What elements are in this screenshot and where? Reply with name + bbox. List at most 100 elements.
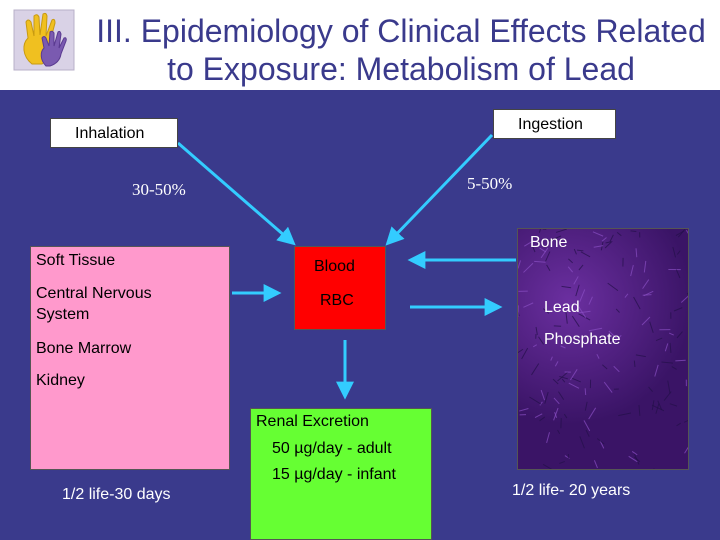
soft-tissue-box bbox=[30, 246, 230, 470]
bone-texture-fiber bbox=[532, 344, 538, 348]
bone-texture-fiber bbox=[676, 250, 681, 255]
inhalation-box: Inhalation bbox=[50, 118, 178, 148]
bone-texture-fiber bbox=[614, 335, 622, 343]
bone-texture-fiber bbox=[521, 347, 529, 360]
bone-texture-fiber bbox=[557, 371, 569, 382]
title-line-1: III. Epidemiology of Clinical Effects Re… bbox=[96, 13, 706, 49]
bone-texture-fiber bbox=[571, 315, 580, 327]
bone-texture-fiber bbox=[667, 380, 671, 394]
bone-texture-fiber bbox=[654, 364, 659, 377]
inhalation-absorption: 30-50% bbox=[132, 180, 186, 199]
soft-tissue-item-kidney: Kidney bbox=[36, 372, 85, 389]
title-line-2: to Exposure: Metabolism of Lead bbox=[167, 51, 635, 87]
bone-texture-fiber bbox=[563, 413, 568, 419]
bone-texture bbox=[518, 229, 688, 469]
bone-texture-fiber bbox=[593, 460, 598, 469]
bone-texture-fiber bbox=[578, 310, 591, 314]
bone-texture-fiber bbox=[680, 295, 688, 303]
bone-texture-fiber bbox=[643, 260, 647, 273]
bone-texture-fiber bbox=[588, 327, 603, 332]
bone-texture-fiber bbox=[539, 416, 546, 422]
bone-texture-fiber bbox=[531, 245, 536, 253]
bone-texture-fiber bbox=[657, 400, 663, 411]
bone-texture-fiber bbox=[675, 269, 681, 279]
bone-texture-fiber bbox=[641, 316, 651, 326]
bone-texture-fiber bbox=[633, 453, 640, 465]
bone-texture-fiber bbox=[664, 343, 669, 352]
bone-item-phosphate: Phosphate bbox=[544, 331, 621, 348]
bone-texture-fiber bbox=[555, 229, 567, 233]
bone-texture-fiber bbox=[573, 276, 579, 285]
bone-texture-fiber bbox=[546, 264, 551, 272]
bone-texture-fiber bbox=[642, 294, 652, 296]
bone-texture-fiber bbox=[579, 289, 586, 302]
soft-tissue-item-cns: Central Nervous bbox=[36, 285, 152, 302]
bone-texture-fiber bbox=[603, 381, 613, 393]
ingestion-arrow bbox=[385, 133, 494, 246]
renal-infant-rate: 15 µg/day - infant bbox=[272, 466, 396, 483]
bone-texture-fiber bbox=[542, 463, 553, 469]
bone-texture-fiber bbox=[546, 432, 550, 443]
bone-texture-fiber bbox=[584, 401, 588, 411]
hands-logo-icon bbox=[13, 9, 75, 71]
bone-texture-fiber bbox=[559, 375, 568, 380]
bone-texture-fiber bbox=[580, 251, 591, 258]
bone-texture-fiber bbox=[605, 241, 612, 244]
bone-texture-fiber bbox=[604, 240, 613, 249]
bone-texture-fiber bbox=[609, 234, 614, 242]
bone-texture-fiber bbox=[539, 247, 547, 253]
bone-texture-fiber bbox=[583, 420, 591, 432]
bone-texture-fiber bbox=[638, 404, 641, 416]
bone-texture-fiber bbox=[524, 240, 534, 247]
bone-texture-fiber bbox=[568, 258, 574, 264]
bone-texture-fiber bbox=[579, 436, 585, 449]
bone-texture-fiber bbox=[668, 332, 674, 336]
bone-texture-fiber bbox=[578, 264, 584, 271]
bone-texture-fiber bbox=[601, 237, 607, 242]
ingestion-box: Ingestion bbox=[493, 109, 616, 139]
bone-texture-fiber bbox=[596, 438, 605, 445]
bone-texture-fiber bbox=[559, 460, 565, 464]
bone-texture-fiber bbox=[554, 411, 558, 418]
bone-texture-fiber bbox=[538, 229, 541, 233]
soft-tissue-item-system: System bbox=[36, 306, 90, 323]
bone-texture-fiber bbox=[633, 360, 636, 368]
bone-half-life: 1/2 life- 20 years bbox=[512, 482, 631, 499]
bone-texture-fiber bbox=[599, 440, 605, 449]
bone-texture-fiber bbox=[554, 361, 559, 367]
bone-texture-fiber bbox=[608, 330, 619, 341]
blood-subtitle: RBC bbox=[320, 292, 354, 309]
bone-texture-fiber bbox=[628, 455, 638, 463]
bone-texture-fiber bbox=[545, 251, 551, 262]
bone-texture-fiber bbox=[567, 266, 574, 273]
bone-texture-fiber bbox=[540, 389, 546, 401]
bone-texture-fiber bbox=[568, 382, 580, 389]
bone-texture-fiber bbox=[675, 359, 686, 362]
bone-texture-fiber bbox=[518, 260, 521, 269]
blood-title: Blood bbox=[314, 258, 355, 275]
bone-texture-fiber bbox=[635, 248, 638, 258]
bone-texture-fiber bbox=[565, 312, 568, 324]
renal-title: Renal Excretion bbox=[256, 413, 369, 430]
bone-texture-fiber bbox=[672, 246, 676, 258]
bone-texture-fiber bbox=[687, 338, 688, 340]
title-divider bbox=[0, 90, 720, 93]
bone-texture-fiber bbox=[529, 396, 542, 405]
bone-texture-fiber bbox=[618, 412, 632, 417]
inhalation-label: Inhalation bbox=[75, 125, 145, 142]
bone-texture-fiber bbox=[613, 365, 620, 373]
bone-texture-fiber bbox=[523, 262, 534, 273]
bone-texture-fiber bbox=[588, 407, 597, 420]
page-title: III. Epidemiology of Clinical Effects Re… bbox=[86, 12, 716, 88]
bone-texture-fiber bbox=[669, 403, 678, 407]
renal-adult-rate: 50 µg/day - adult bbox=[272, 440, 392, 457]
soft-tissue-half-life: 1/2 life-30 days bbox=[62, 486, 171, 503]
bone-texture-fiber bbox=[534, 413, 543, 418]
bone-texture-fiber bbox=[575, 284, 580, 297]
bone-texture-fiber bbox=[535, 326, 538, 335]
bone-texture-fiber bbox=[560, 345, 566, 349]
bone-texture-fiber bbox=[553, 397, 560, 405]
bone-texture-fiber bbox=[635, 354, 646, 358]
bone-texture-fiber bbox=[673, 307, 683, 312]
